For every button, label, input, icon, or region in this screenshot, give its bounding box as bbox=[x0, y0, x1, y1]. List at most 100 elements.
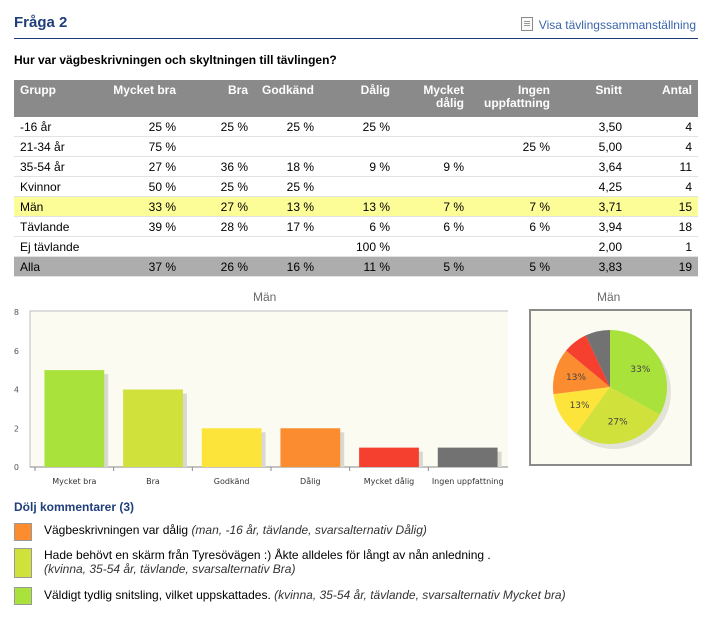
bar-chart: 0 2 4 6 8 Mycket bra Bra Godkänd Dålig Mycket dål… bbox=[14, 308, 508, 486]
table-cell: 9 % bbox=[320, 156, 396, 177]
table-cell: 39 % bbox=[106, 216, 182, 237]
table-cell: 25 % bbox=[320, 117, 396, 137]
comment-body: Väldigt tydlig snitsling, vilket uppskat… bbox=[44, 588, 271, 602]
column-header: Snitt bbox=[556, 80, 628, 117]
table-cell: 17 % bbox=[254, 216, 320, 237]
table-cell: 36 % bbox=[182, 156, 254, 177]
bar-6 bbox=[437, 447, 498, 467]
table-cell bbox=[470, 176, 556, 197]
pie-slice-5 bbox=[566, 335, 610, 387]
comment-color-swatch bbox=[14, 523, 32, 541]
table-cell: Alla bbox=[14, 256, 106, 277]
table-cell: 3,64 bbox=[556, 156, 628, 177]
table-cell: Kvinnor bbox=[14, 176, 106, 197]
table-cell bbox=[182, 136, 254, 157]
table-cell: 5,00 bbox=[556, 136, 628, 157]
table-cell: 13 % bbox=[254, 196, 320, 217]
toggle-comments-link[interactable]: Dölj kommentarer (3) bbox=[14, 500, 135, 514]
table-cell: Ej tävlande bbox=[14, 236, 106, 257]
column-header: Dålig bbox=[320, 80, 396, 117]
bar-1 bbox=[44, 370, 105, 467]
document-icon bbox=[520, 17, 533, 31]
table-row: 35-54 år 27 % 36 % 18 % 9 % 9 % 3,64 11 bbox=[14, 156, 698, 177]
bar-3 bbox=[201, 428, 262, 467]
x-tick-label: Ingen uppfattning bbox=[432, 477, 504, 486]
question-header: Fråga 2 Visa tävlingssammanställning bbox=[14, 14, 698, 39]
table-cell: 6 % bbox=[470, 216, 556, 237]
pie-chart-title: Män bbox=[597, 290, 621, 304]
comment-meta: (kvinna, 35-54 år, tävlande, svarsaltern… bbox=[274, 588, 566, 602]
question-text: Hur var vägbeskrivningen och skyltningen… bbox=[14, 53, 337, 67]
table-cell: Män bbox=[14, 196, 106, 217]
y-tick-label: 8 bbox=[14, 308, 19, 317]
table-row: 21-34 år 75 % 25 % 5,00 4 bbox=[14, 136, 698, 157]
table-cell: 3,50 bbox=[556, 117, 628, 137]
column-header: Mycket bra bbox=[106, 80, 182, 117]
table-cell: 33 % bbox=[106, 196, 182, 217]
table-cell bbox=[254, 236, 320, 257]
comment-item: Vägbeskrivningen var dålig (man, -16 år,… bbox=[14, 521, 694, 541]
table-cell: 25 % bbox=[106, 117, 182, 137]
table-cell: 27 % bbox=[106, 156, 182, 177]
table-cell: 1 bbox=[628, 236, 698, 257]
table-row: Kvinnor 50 % 25 % 25 % 4,25 4 bbox=[14, 176, 698, 197]
table-cell: 18 bbox=[628, 216, 698, 237]
table-cell: 4 bbox=[628, 117, 698, 137]
column-header: Godkänd bbox=[254, 80, 320, 117]
comment-color-swatch bbox=[14, 587, 32, 605]
column-header: Grupp bbox=[14, 80, 106, 117]
table-cell bbox=[470, 236, 556, 257]
table-cell: 4 bbox=[628, 176, 698, 197]
table-cell: -16 år bbox=[14, 117, 106, 137]
table-cell: 7 % bbox=[396, 196, 470, 217]
table-cell: 11 bbox=[628, 156, 698, 177]
table-row: Alla 37 % 26 % 16 % 11 % 5 % 5 % 3,83 19 bbox=[14, 256, 698, 277]
table-cell: 28 % bbox=[182, 216, 254, 237]
column-header: Ingen uppfattning bbox=[470, 80, 556, 117]
table-cell: Tävlande bbox=[14, 216, 106, 237]
table-cell: 21-34 år bbox=[14, 136, 106, 157]
y-tick-label: 6 bbox=[14, 347, 19, 356]
pie-slice-6 bbox=[585, 330, 610, 387]
table-cell bbox=[320, 176, 396, 197]
table-cell: 2,00 bbox=[556, 236, 628, 257]
table-cell bbox=[254, 136, 320, 157]
x-tick-label: Mycket dålig bbox=[364, 476, 415, 486]
pie-slice-4 bbox=[553, 350, 610, 395]
table-row: Tävlande 39 % 28 % 17 % 6 % 6 % 6 % 3,94 18 bbox=[14, 216, 698, 237]
table-cell bbox=[396, 236, 470, 257]
table-row: -16 år 25 % 25 % 25 % 25 % 3,50 4 bbox=[14, 117, 698, 137]
bar-5 bbox=[359, 447, 419, 467]
comment-item: Hade behövt en skärm från Tyresövägen :)… bbox=[14, 546, 694, 580]
table-header-row: Grupp Mycket bra Bra Godkänd Dålig Mycket dål… bbox=[14, 80, 698, 117]
x-tick-label: Dålig bbox=[300, 476, 321, 486]
pie-slice-1 bbox=[610, 330, 667, 415]
comment-body: Hade behövt en skärm från Tyresövägen :)… bbox=[44, 548, 491, 562]
table-cell: 26 % bbox=[182, 256, 254, 277]
table-cell bbox=[396, 176, 470, 197]
comment-meta: (man, -16 år, tävlande, svarsalternativ … bbox=[191, 523, 427, 537]
table-cell: 6 % bbox=[320, 216, 396, 237]
column-header: Antal bbox=[628, 80, 698, 117]
pie-slice-label: 33% bbox=[630, 365, 650, 375]
table-cell: 9 % bbox=[396, 156, 470, 177]
competition-summary-link[interactable]: Visa tävlingssammanställning bbox=[520, 17, 696, 32]
table-cell: 25 % bbox=[254, 117, 320, 137]
table-body: -16 år 25 % 25 % 25 % 25 % 3,50 4 21-34 år 75 % 2… bbox=[14, 117, 698, 277]
y-tick-label: 2 bbox=[14, 424, 19, 433]
table-cell bbox=[182, 236, 254, 257]
comment-color-swatch bbox=[14, 548, 32, 578]
pie-slice-2 bbox=[576, 387, 660, 444]
table-cell: 16 % bbox=[254, 256, 320, 277]
table-cell: 37 % bbox=[106, 256, 182, 277]
table-cell bbox=[106, 236, 182, 257]
y-tick-label: 4 bbox=[14, 386, 19, 395]
table-cell: 15 bbox=[628, 196, 698, 217]
table-cell: 4,25 bbox=[556, 176, 628, 197]
table-cell bbox=[470, 156, 556, 177]
page-title: Fråga 2 bbox=[14, 14, 68, 31]
pie-slice-3 bbox=[553, 387, 610, 434]
pie-chart: 33% 27% 13% 13% bbox=[529, 309, 692, 466]
table-cell: 25 % bbox=[182, 117, 254, 137]
table-cell: 25 % bbox=[470, 136, 556, 157]
